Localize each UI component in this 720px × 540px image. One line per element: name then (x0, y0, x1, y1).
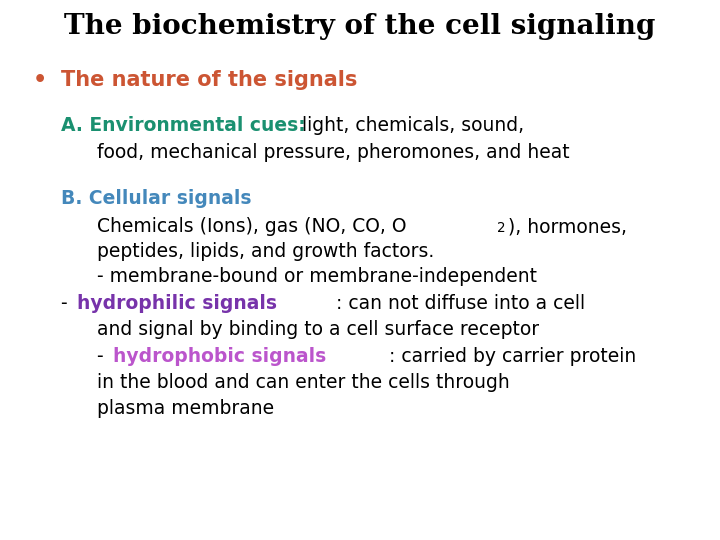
Text: and signal by binding to a cell surface receptor: and signal by binding to a cell surface … (97, 320, 539, 339)
Text: plasma membrane: plasma membrane (97, 399, 274, 417)
Text: - membrane-bound or membrane-independent: - membrane-bound or membrane-independent (97, 267, 537, 286)
Text: : carried by carrier protein: : carried by carrier protein (389, 347, 636, 366)
Text: •: • (32, 70, 47, 90)
Text: -: - (97, 347, 110, 366)
Text: in the blood and can enter the cells through: in the blood and can enter the cells thr… (97, 373, 510, 392)
Text: A. Environmental cues:: A. Environmental cues: (61, 116, 306, 135)
Text: 2: 2 (497, 221, 505, 235)
Text: hydrophilic signals: hydrophilic signals (78, 294, 277, 313)
Text: ), hormones,: ), hormones, (508, 217, 626, 236)
Text: Chemicals (Ions), gas (NO, CO, O: Chemicals (Ions), gas (NO, CO, O (97, 217, 407, 236)
Text: : can not diffuse into a cell: : can not diffuse into a cell (336, 294, 585, 313)
Text: light, chemicals, sound,: light, chemicals, sound, (302, 116, 525, 135)
Text: hydrophobic signals: hydrophobic signals (114, 347, 327, 366)
Text: The nature of the signals: The nature of the signals (61, 70, 358, 90)
Text: food, mechanical pressure, pheromones, and heat: food, mechanical pressure, pheromones, a… (97, 143, 570, 162)
Text: The biochemistry of the cell signaling: The biochemistry of the cell signaling (64, 14, 656, 40)
Text: peptides, lipids, and growth factors.: peptides, lipids, and growth factors. (97, 242, 434, 261)
Text: B. Cellular signals: B. Cellular signals (61, 189, 252, 208)
Text: -: - (61, 294, 74, 313)
